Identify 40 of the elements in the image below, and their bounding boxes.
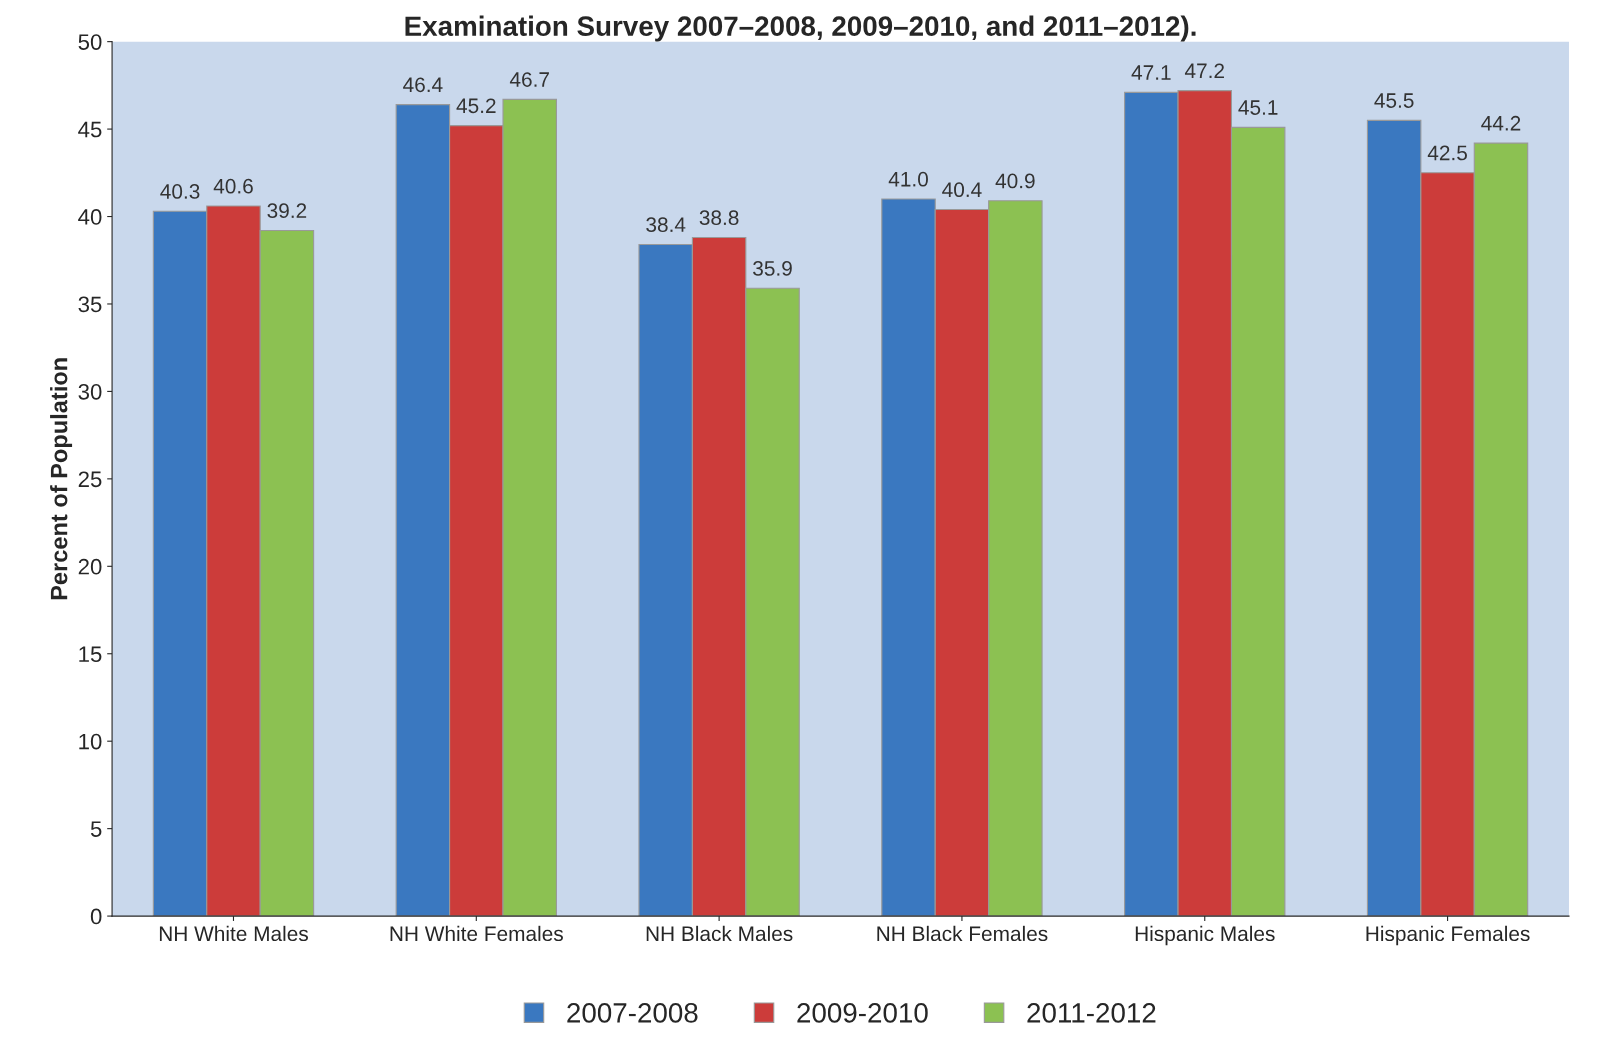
data-label: 46.4 xyxy=(403,77,443,93)
y-tick-label: 30 xyxy=(78,383,102,400)
data-label: 44.2 xyxy=(1481,115,1521,131)
y-tick-label: 25 xyxy=(78,471,102,488)
x-tick-label: Hispanic Males xyxy=(1135,925,1275,946)
data-label: 45.5 xyxy=(1374,93,1414,108)
data-label: 46.7 xyxy=(509,72,549,87)
legend-label: 2007-2008 xyxy=(567,1003,698,1023)
y-tick-label: 5 xyxy=(90,821,102,837)
data-label: 42.5 xyxy=(1427,145,1467,161)
data-label: 40.4 xyxy=(942,182,982,198)
data-label: 35.9 xyxy=(753,261,792,276)
data-label: 41.0 xyxy=(888,171,928,187)
y-tick-label: 0 xyxy=(90,908,102,925)
x-tick-label: Hispanic Females xyxy=(1366,925,1530,946)
data-label: 39.2 xyxy=(267,203,307,219)
y-axis-title: Percent of Population xyxy=(50,358,73,600)
data-label: 38.8 xyxy=(699,210,739,226)
x-tick-label: NH Black Males xyxy=(646,925,793,942)
x-tick-label: NH White Females xyxy=(390,925,563,942)
chart-title: Examination Survey 2007–2008, 2009–2010, and 2011–2012). xyxy=(405,15,1196,42)
data-label: 45.1 xyxy=(1238,100,1278,115)
data-label: 47.2 xyxy=(1184,63,1224,78)
data-label: 38.4 xyxy=(646,217,686,233)
y-tick-label: 35 xyxy=(78,296,102,313)
y-tick-label: 20 xyxy=(78,558,102,575)
data-label: 40.9 xyxy=(995,173,1035,189)
y-tick-label: 10 xyxy=(79,733,102,750)
x-tick-label: NH White Males xyxy=(159,925,308,942)
data-label: 47.1 xyxy=(1131,65,1171,80)
y-tick-label: 45 xyxy=(78,121,102,138)
legend-label: 2011-2012 xyxy=(1027,1003,1156,1023)
data-label: 45.2 xyxy=(456,98,496,114)
y-tick-label: 15 xyxy=(79,646,102,663)
x-tick-label: NH Black Females xyxy=(877,925,1048,942)
legend-label: 2009-2010 xyxy=(797,1003,928,1023)
data-label: 40.6 xyxy=(213,178,253,194)
y-tick-label: 50 xyxy=(78,34,102,50)
data-label: 40.3 xyxy=(160,184,200,199)
y-tick-label: 40 xyxy=(78,209,102,225)
